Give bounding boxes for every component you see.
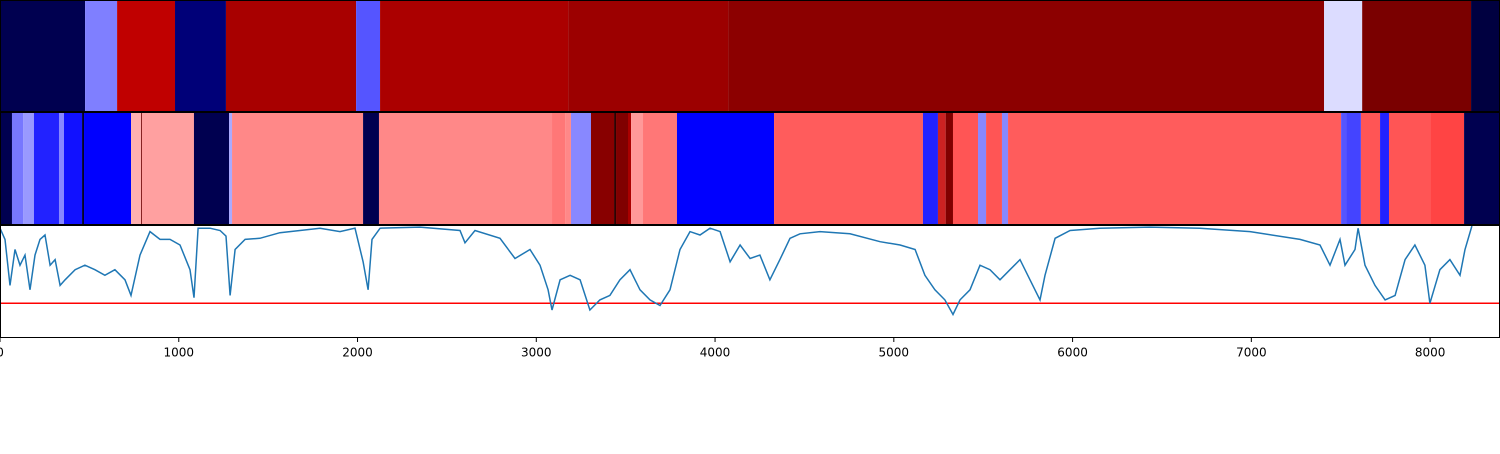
segment [1362, 1, 1472, 112]
segment [141, 113, 194, 225]
segment [141, 113, 142, 225]
segment [552, 113, 566, 225]
segment [978, 113, 987, 225]
segment [570, 113, 591, 225]
segment [0, 113, 12, 225]
segment [193, 113, 229, 225]
segment [378, 113, 553, 225]
segment [85, 1, 118, 112]
segment [1380, 113, 1389, 225]
segment [937, 113, 946, 225]
segment [58, 113, 64, 225]
x-tick-label: 5000 [879, 346, 910, 360]
segment [643, 113, 677, 225]
segment [1346, 113, 1361, 225]
segment [232, 113, 364, 225]
segment [84, 113, 132, 225]
segment [1341, 113, 1347, 225]
segment [131, 113, 142, 225]
segment [228, 113, 233, 225]
segment [631, 113, 644, 225]
segment [590, 113, 615, 225]
segment [363, 113, 379, 225]
segment [1430, 113, 1465, 225]
segment [63, 113, 83, 225]
segment [175, 1, 226, 112]
x-tick-label: 8000 [1415, 346, 1446, 360]
segment [1360, 113, 1381, 225]
segment [1324, 1, 1363, 112]
segment [11, 113, 24, 225]
x-tick-label: 6000 [1057, 346, 1088, 360]
segment [1001, 113, 1009, 225]
line-series [0, 225, 1473, 317]
segment [356, 1, 381, 112]
segment [1008, 113, 1342, 225]
segment [614, 113, 617, 225]
segment [1388, 113, 1431, 225]
segment [0, 1, 86, 112]
x-tick-label: 0 [0, 346, 4, 360]
segment [23, 113, 34, 225]
segment [627, 113, 632, 225]
segment [1471, 1, 1500, 112]
segment [922, 113, 938, 225]
segment [225, 1, 357, 112]
x-tick-label: 7000 [1236, 346, 1267, 360]
x-tick-label: 1000 [163, 346, 194, 360]
segment [565, 113, 571, 225]
x-tick-label: 4000 [700, 346, 731, 360]
segment [952, 113, 979, 225]
segment [568, 1, 729, 112]
segment [117, 1, 176, 112]
segment [33, 113, 59, 225]
segment [380, 1, 569, 112]
segment [616, 113, 628, 225]
segment [774, 113, 923, 225]
segment [986, 113, 1002, 225]
segment [676, 113, 775, 225]
segment [945, 113, 953, 225]
x-tick-label: 3000 [521, 346, 552, 360]
x-tick-label: 2000 [342, 346, 373, 360]
segment [1464, 113, 1500, 225]
panel-frame [0, 225, 1500, 338]
segment [82, 113, 85, 225]
segment [728, 1, 1325, 112]
